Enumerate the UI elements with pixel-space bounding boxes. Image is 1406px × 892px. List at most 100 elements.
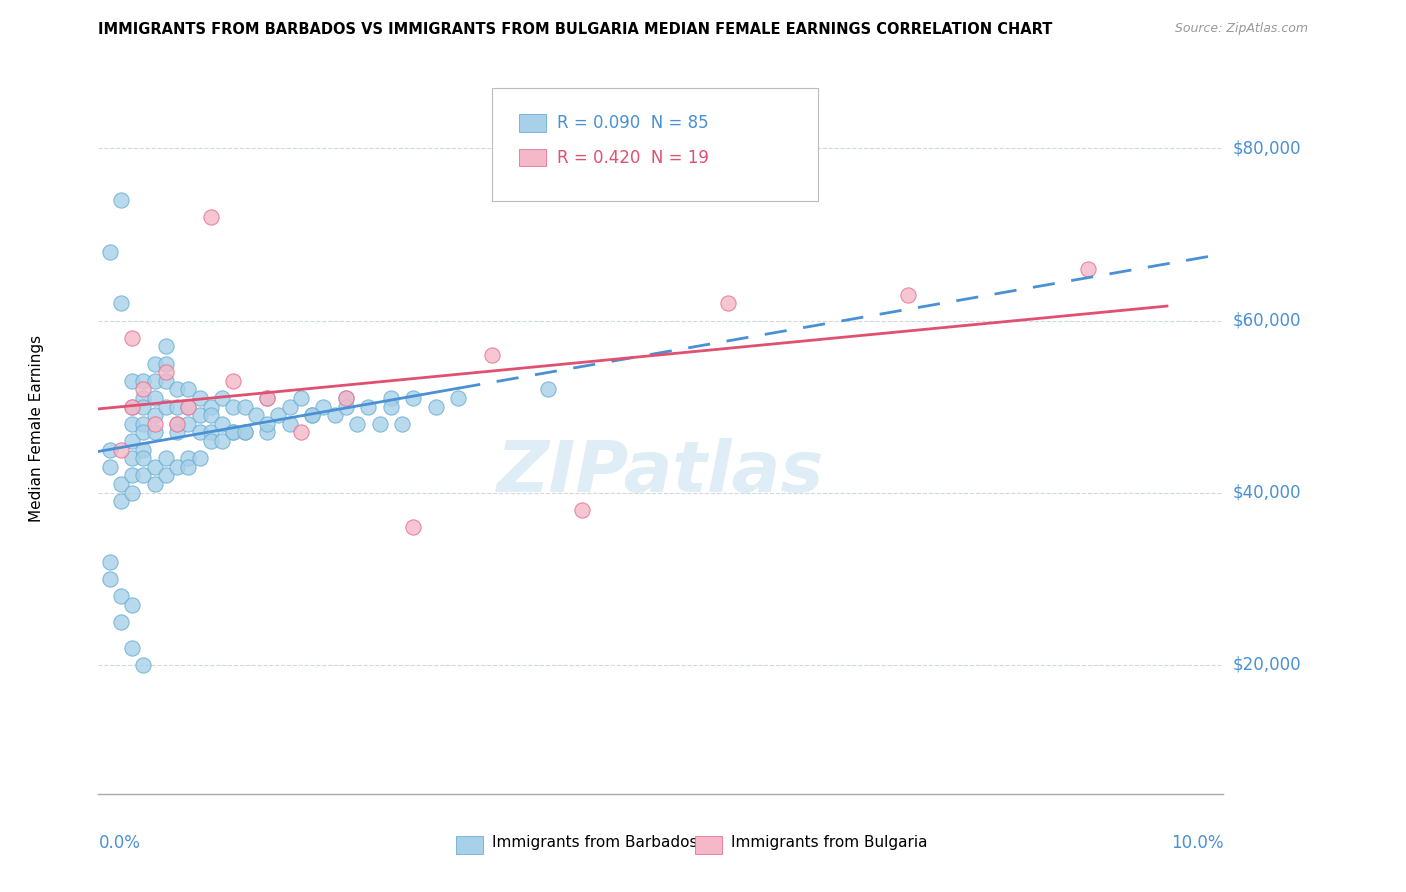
Point <box>188 425 211 440</box>
Point <box>132 400 155 414</box>
Point <box>380 391 402 405</box>
Point <box>256 425 278 440</box>
Point <box>155 451 177 466</box>
Point <box>177 400 200 414</box>
Point <box>312 400 335 414</box>
Point <box>188 391 211 405</box>
Point <box>335 391 357 405</box>
Text: $80,000: $80,000 <box>1232 139 1301 158</box>
Point <box>98 572 121 586</box>
Point <box>155 357 177 371</box>
Point <box>166 400 188 414</box>
Point <box>132 468 155 483</box>
Point <box>481 348 503 362</box>
Point <box>110 296 132 310</box>
Point <box>1077 262 1099 277</box>
Point <box>166 383 188 397</box>
Point <box>132 383 155 397</box>
Point <box>155 400 177 414</box>
Point <box>121 451 143 466</box>
Point <box>278 400 301 414</box>
Point <box>166 417 188 431</box>
Point <box>222 400 245 414</box>
Point <box>177 400 200 414</box>
Point <box>267 409 290 423</box>
Point <box>132 657 155 672</box>
Point <box>346 417 368 431</box>
Point <box>98 459 121 474</box>
Point <box>121 331 143 345</box>
Point <box>200 211 222 225</box>
Text: R = 0.090  N = 85: R = 0.090 N = 85 <box>557 114 709 132</box>
Point <box>121 485 143 500</box>
Point <box>200 434 222 448</box>
Point <box>110 477 132 491</box>
Text: ZIPatlas: ZIPatlas <box>498 438 824 507</box>
Point <box>132 442 155 457</box>
Text: Median Female Earnings: Median Female Earnings <box>30 334 44 522</box>
Point <box>245 409 267 423</box>
Point <box>200 409 222 423</box>
Point <box>233 400 256 414</box>
Point <box>177 459 200 474</box>
Point <box>121 400 143 414</box>
Point <box>290 425 312 440</box>
Point <box>132 417 155 431</box>
Point <box>200 400 222 414</box>
Point <box>301 409 323 423</box>
Point <box>301 409 323 423</box>
Point <box>323 409 346 423</box>
Point <box>177 417 200 431</box>
Point <box>717 296 740 310</box>
Point <box>121 468 143 483</box>
Point <box>143 357 166 371</box>
Point <box>290 391 312 405</box>
Point <box>155 468 177 483</box>
Text: $40,000: $40,000 <box>1232 483 1301 501</box>
Text: Immigrants from Bulgaria: Immigrants from Bulgaria <box>731 835 927 850</box>
Point <box>402 520 425 534</box>
Point <box>143 374 166 388</box>
Point <box>143 425 166 440</box>
Point <box>425 400 447 414</box>
Point <box>233 425 256 440</box>
Point <box>155 374 177 388</box>
Point <box>380 400 402 414</box>
Point <box>233 425 256 440</box>
Point <box>132 391 155 405</box>
Point <box>357 400 380 414</box>
Point <box>402 391 425 405</box>
Point <box>110 589 132 603</box>
Point <box>155 339 177 353</box>
Point <box>211 434 233 448</box>
Text: 0.0%: 0.0% <box>98 834 141 852</box>
Point <box>110 193 132 207</box>
Point <box>278 417 301 431</box>
Point <box>188 409 211 423</box>
Point <box>166 417 188 431</box>
Point <box>110 494 132 508</box>
Point <box>98 244 121 259</box>
Point <box>121 374 143 388</box>
FancyBboxPatch shape <box>492 88 818 202</box>
Text: IMMIGRANTS FROM BARBADOS VS IMMIGRANTS FROM BULGARIA MEDIAN FEMALE EARNINGS CORR: IMMIGRANTS FROM BARBADOS VS IMMIGRANTS F… <box>98 22 1053 37</box>
Point <box>222 425 245 440</box>
Point <box>121 400 143 414</box>
Point <box>211 417 233 431</box>
Point <box>121 640 143 655</box>
Point <box>177 451 200 466</box>
Point <box>132 374 155 388</box>
Point <box>143 459 166 474</box>
Point <box>110 442 132 457</box>
Text: 10.0%: 10.0% <box>1171 834 1223 852</box>
Point <box>121 434 143 448</box>
Point <box>121 417 143 431</box>
Point <box>121 598 143 612</box>
Point <box>391 417 413 431</box>
FancyBboxPatch shape <box>519 114 546 132</box>
Point <box>211 391 233 405</box>
Point <box>256 417 278 431</box>
Point <box>447 391 470 405</box>
Point <box>177 383 200 397</box>
Point <box>143 417 166 431</box>
